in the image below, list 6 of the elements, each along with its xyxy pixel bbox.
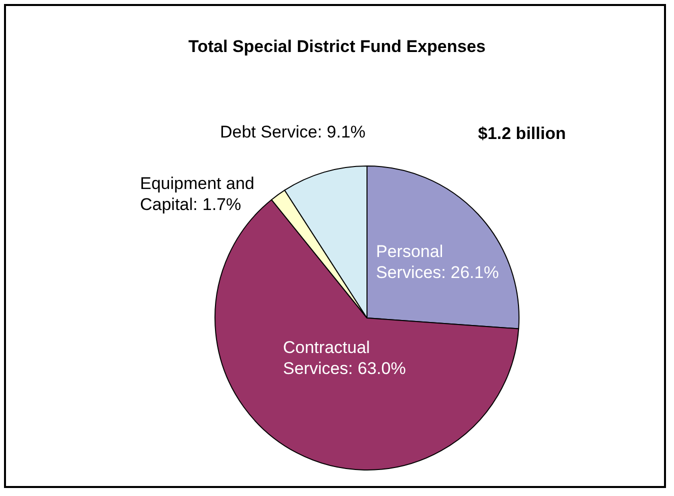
slice-label: Debt Service: 9.1% xyxy=(220,122,366,142)
slice-label: Personal Services: 26.1% xyxy=(376,242,499,282)
slice-label: Contractual Services: 63.0% xyxy=(283,338,406,378)
slice-label: Equipment and Capital: 1.7% xyxy=(140,174,260,214)
text: $1.2 billion xyxy=(478,124,566,143)
chart-title: Total Special District Fund Expenses xyxy=(188,37,486,56)
